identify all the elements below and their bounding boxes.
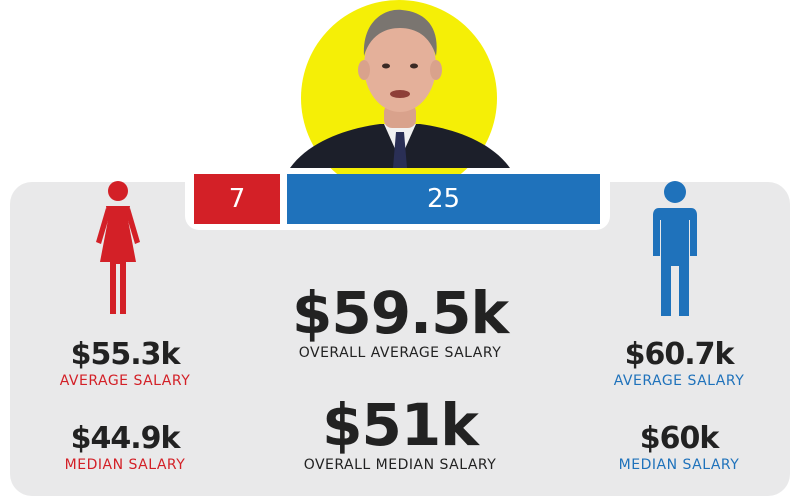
male-average-value: $60.7k xyxy=(624,337,735,372)
female-median-stat: $44.9k MEDIAN SALARY xyxy=(40,422,210,474)
overall-average-stat: $59.5k OVERALL AVERAGE SALARY xyxy=(250,282,550,362)
portrait-image xyxy=(290,9,510,168)
male-median-stat: $60k MEDIAN SALARY xyxy=(594,422,764,474)
female-count: 7 xyxy=(228,184,246,214)
overall-median-label: OVERALL MEDIAN SALARY xyxy=(303,457,497,473)
overall-average-value: $59.5k xyxy=(291,279,509,347)
male-count: 25 xyxy=(426,184,461,214)
overall-median-value: $51k xyxy=(322,391,479,459)
male-figure-icon xyxy=(653,181,697,316)
male-count-bar: 25 xyxy=(287,174,600,224)
male-median-label: MEDIAN SALARY xyxy=(618,457,740,473)
overall-median-stat: $51k OVERALL MEDIAN SALARY xyxy=(250,394,550,474)
overall-average-label: OVERALL AVERAGE SALARY xyxy=(298,345,502,361)
male-median-value: $60k xyxy=(639,421,720,456)
female-count-bar: 7 xyxy=(194,174,280,224)
female-median-value: $44.9k xyxy=(70,421,181,456)
male-average-label: AVERAGE SALARY xyxy=(613,373,745,389)
female-average-value: $55.3k xyxy=(70,337,181,372)
female-average-stat: $55.3k AVERAGE SALARY xyxy=(40,338,210,390)
female-figure-icon xyxy=(96,181,140,314)
male-average-stat: $60.7k AVERAGE SALARY xyxy=(594,338,764,390)
female-median-label: MEDIAN SALARY xyxy=(64,457,186,473)
female-average-label: AVERAGE SALARY xyxy=(59,373,191,389)
